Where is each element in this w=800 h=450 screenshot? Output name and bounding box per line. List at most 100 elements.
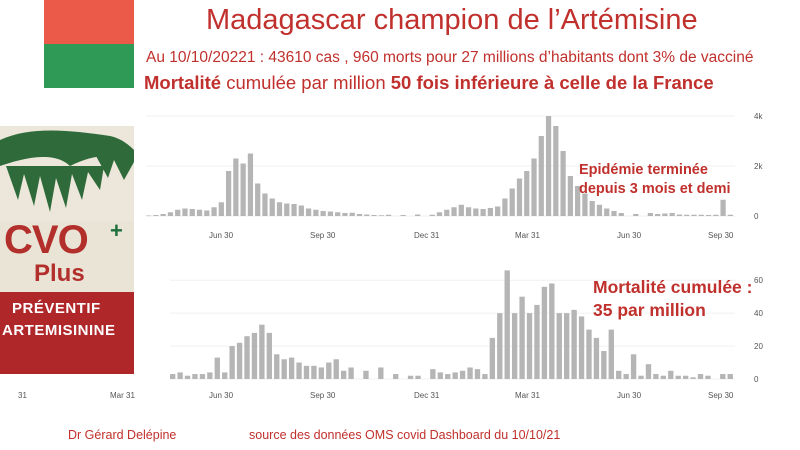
subtitle-mid-text: cumulée par million — [221, 72, 391, 93]
bar — [437, 372, 443, 379]
bar — [378, 367, 384, 379]
bar — [575, 186, 581, 216]
bar — [549, 283, 555, 379]
subtitle-bold-mortalite: Mortalité — [144, 72, 222, 93]
bar — [586, 329, 592, 379]
bar — [645, 364, 652, 379]
bar — [378, 215, 384, 216]
bar — [618, 213, 624, 216]
bar — [284, 203, 290, 216]
bar — [519, 296, 525, 379]
bar — [262, 193, 268, 216]
bar — [684, 214, 690, 216]
bar — [240, 163, 246, 216]
bar — [638, 375, 644, 379]
bar — [229, 346, 235, 379]
x-tick-label: Dec 31 — [414, 391, 440, 400]
bar — [146, 215, 152, 217]
bar — [291, 204, 297, 216]
bar — [192, 374, 198, 379]
cases-annotation-line1: Epidémie terminée — [579, 162, 708, 178]
bar — [531, 158, 537, 216]
bar — [276, 202, 283, 216]
bar — [333, 359, 339, 379]
x-tick-label: Mar 31 — [110, 391, 135, 400]
bar — [318, 367, 325, 379]
bar — [623, 374, 629, 379]
bar — [571, 309, 577, 379]
bar — [281, 359, 287, 379]
bar — [697, 374, 704, 379]
bar — [473, 208, 479, 216]
bar — [311, 365, 317, 379]
bar — [305, 208, 312, 216]
bar — [327, 211, 334, 216]
bar — [244, 336, 250, 379]
x-tick-label: Sep 30 — [708, 391, 734, 400]
bar — [633, 214, 639, 216]
bar — [482, 374, 488, 379]
bar — [553, 126, 559, 216]
bar — [495, 206, 501, 216]
bar — [415, 375, 421, 379]
x-tick-label: Jun 30 — [617, 391, 642, 400]
bar — [616, 370, 622, 379]
bar — [342, 213, 348, 216]
y-tick-label: 2k — [754, 162, 763, 171]
bar — [669, 213, 675, 216]
bar — [415, 214, 421, 216]
bar — [727, 374, 733, 379]
flag-green-band — [44, 44, 134, 88]
x-tick-label: Mar 31 — [515, 391, 540, 400]
bar — [371, 215, 377, 216]
x-tick-label: Sep 30 — [708, 231, 734, 240]
x-tick-label: Sep 30 — [310, 391, 336, 400]
bar — [705, 215, 712, 216]
bar — [348, 367, 354, 379]
bar — [170, 374, 176, 379]
bar — [266, 332, 272, 379]
bar — [578, 316, 585, 379]
bar — [502, 198, 508, 216]
bar — [184, 375, 191, 379]
bar — [489, 337, 496, 379]
madagascar-flag — [44, 0, 134, 90]
bar — [349, 212, 355, 216]
bar — [335, 212, 341, 216]
bar — [556, 313, 562, 379]
subtitle-stats: Au 10/10/20221 : 43610 cas , 960 morts p… — [146, 49, 754, 66]
bar — [690, 377, 696, 379]
bar — [480, 209, 486, 216]
bar — [630, 354, 637, 379]
bar — [720, 199, 726, 216]
bar — [611, 211, 617, 216]
y-tick-label: 0 — [754, 375, 759, 384]
product-red-band — [0, 292, 134, 374]
bar — [182, 208, 188, 216]
page-title: Madagascar champion de l’Artémisine — [206, 4, 698, 36]
bar — [204, 210, 210, 216]
y-tick-label: 4k — [754, 112, 763, 121]
bar — [452, 372, 458, 379]
bar — [604, 208, 610, 216]
deaths-chart: 0 20 40 60 31 Mar 31 Jun 30 Sep 30 Dec 31 Mar 31 J… — [18, 270, 763, 400]
bar — [407, 375, 414, 379]
bar — [691, 214, 697, 216]
bar — [582, 193, 588, 216]
bars-1 — [170, 270, 733, 379]
cases-annotation-line2: depuis 3 mois et demi — [579, 181, 731, 197]
bar — [567, 176, 573, 216]
bar — [593, 337, 600, 379]
bar — [303, 365, 310, 379]
bar — [516, 178, 523, 216]
bar — [199, 374, 206, 379]
deaths-annotation: Mortalité cumulée : 35 par million — [593, 276, 752, 322]
product-brand: CVO — [4, 218, 89, 262]
bar — [247, 153, 254, 216]
bar — [160, 214, 166, 216]
product-band-line2: ARTEMISININE — [2, 322, 116, 339]
bar — [288, 357, 295, 379]
bar — [560, 151, 566, 216]
bar — [653, 374, 659, 379]
